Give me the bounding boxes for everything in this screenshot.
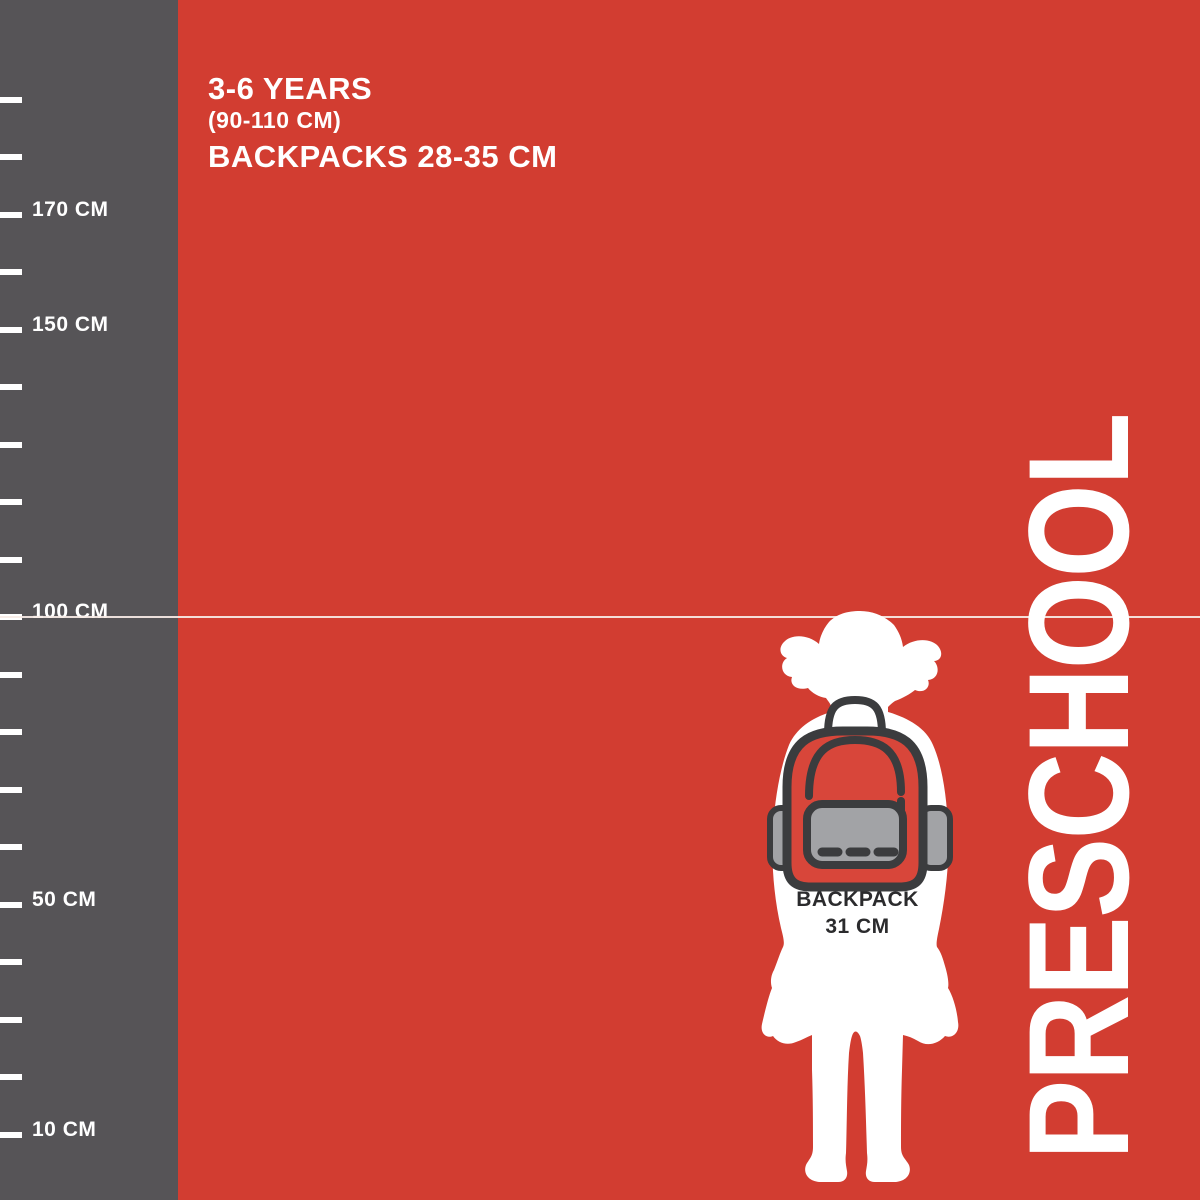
- ruler-tick: [0, 959, 22, 965]
- backpack-label-line2: 31 CM: [825, 915, 890, 938]
- ruler-tick: [0, 729, 22, 735]
- reference-line-100cm: [0, 616, 1200, 618]
- backpack-icon: [767, 695, 953, 892]
- backpack-seam: [805, 735, 905, 800]
- backpack-handle: [824, 695, 886, 738]
- backpack-range-text: BACKPACKS 28-35 CM: [208, 139, 558, 174]
- ruler-tick: [0, 499, 22, 505]
- backpack-label-line1: BACKPACK: [796, 888, 919, 911]
- age-range-text: 3-6 YEARS: [208, 71, 373, 106]
- ruler-tick-label: 50 CM: [32, 888, 97, 911]
- ruler-tick-label: 150 CM: [32, 313, 109, 336]
- ruler-tick: [0, 212, 22, 218]
- category-label: PRESCHOOL: [1000, 414, 1159, 1160]
- ruler-tick: [0, 327, 22, 333]
- height-range-text: (90-110 CM): [208, 107, 342, 133]
- ruler-tick: [0, 1074, 22, 1080]
- ruler-tick: [0, 384, 22, 390]
- ruler-tick: [0, 1132, 22, 1138]
- ruler-tick: [0, 1017, 22, 1023]
- ruler-tick: [0, 844, 22, 850]
- ruler-tick-label: 10 CM: [32, 1118, 97, 1141]
- ruler-tick: [0, 902, 22, 908]
- backpack-label: BACKPACK 31 CM: [735, 886, 980, 940]
- ruler-tick-label: 170 CM: [32, 198, 109, 221]
- ruler-tick: [0, 269, 22, 275]
- ruler-tick: [0, 154, 22, 160]
- ruler-tick: [0, 557, 22, 563]
- ruler-tick: [0, 442, 22, 448]
- ruler-tick: [0, 97, 22, 103]
- ruler-tick: [0, 787, 22, 793]
- girl-figure: [761, 611, 959, 1182]
- ruler-tick-label: 100 CM: [32, 600, 109, 623]
- ruler-tick: [0, 672, 22, 678]
- ruler-column: 170 CM 150 CM 100 CM 50 CM 10 CM: [0, 0, 178, 1200]
- header-block: 3-6 YEARS (90-110 CM) BACKPACKS 28-35 CM: [208, 72, 558, 173]
